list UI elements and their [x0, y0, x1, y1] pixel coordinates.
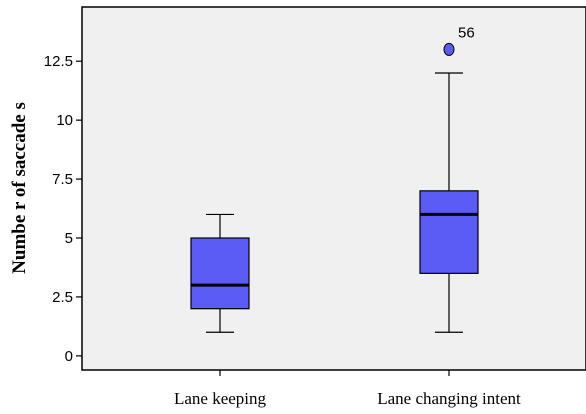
- y-axis-title: Numbe r of saccade s: [9, 102, 30, 274]
- x-axis: Lane keeping Lane changing intent: [174, 370, 521, 408]
- x-category-label: Lane keeping: [174, 389, 267, 408]
- plot-area: [81, 6, 586, 371]
- box-iqr: [190, 237, 250, 310]
- y-tick-label: 7.5: [52, 171, 73, 188]
- box-iqr: [419, 190, 479, 274]
- y-tick-label: 5: [65, 230, 73, 247]
- y-tick-label: 12.5: [44, 53, 73, 70]
- y-tick-label: 0: [65, 348, 73, 365]
- y-tick-label: 2.5: [52, 289, 73, 306]
- y-tick-label: 10: [56, 112, 73, 129]
- boxes: 56: [190, 24, 479, 333]
- outlier-label: 56: [458, 24, 475, 41]
- box-group: 56: [419, 24, 479, 333]
- outlier-point: [443, 42, 455, 56]
- x-category-label: Lane changing intent: [377, 389, 521, 408]
- y-axis: 0 2.5 5 7.5 10 12.5: [44, 53, 82, 365]
- box-group: [190, 213, 250, 333]
